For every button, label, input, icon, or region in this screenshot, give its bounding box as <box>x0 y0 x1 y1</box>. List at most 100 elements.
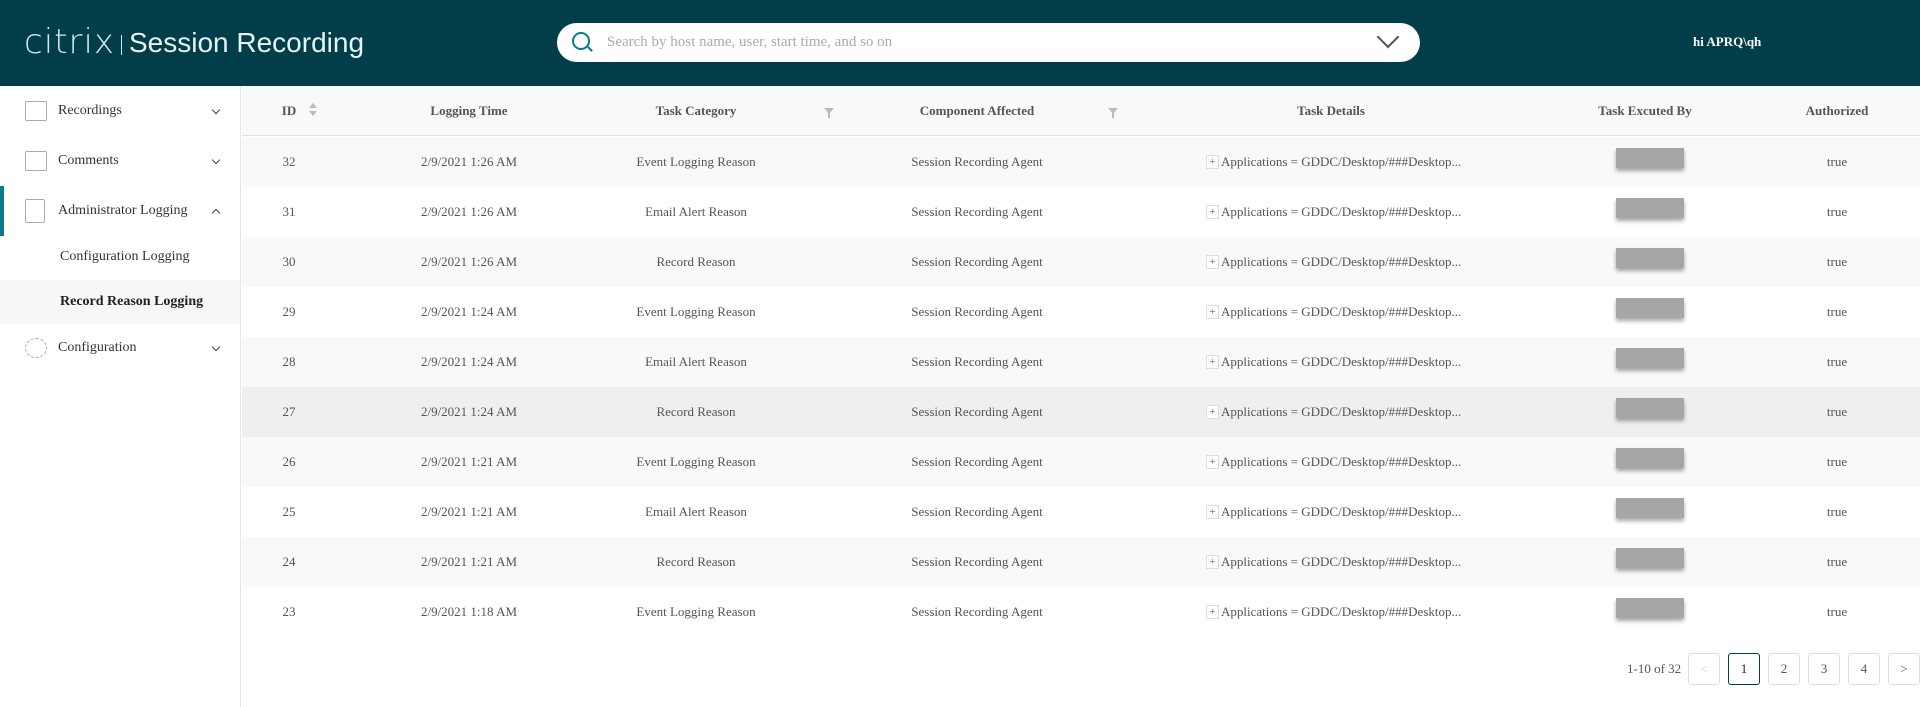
cell-authorized: true <box>1826 504 1848 519</box>
top-bar: citrix Session Recording hi APRQ\qh <box>0 0 1920 86</box>
user-greeting[interactable]: hi APRQ\qh <box>1693 34 1762 49</box>
sidebar-item-comments[interactable]: Comments <box>0 136 240 186</box>
sort-icon[interactable] <box>309 103 317 119</box>
prev-page-button[interactable]: < <box>1688 653 1720 685</box>
cell-component: Session Recording Agent <box>911 454 1043 469</box>
page-button[interactable]: 3 <box>1808 653 1840 685</box>
cell-logging-time: 2/9/2021 1:21 AM <box>420 504 518 519</box>
cell-authorized: true <box>1826 604 1848 619</box>
table-row[interactable]: 28 2/9/2021 1:24 AM Email Alert Reason Sess… <box>242 337 1920 387</box>
cell-task-details: + Applications = GDDC/Desktop/###Desktop.… <box>1206 604 1461 620</box>
cell-task-category: Record Reason <box>656 404 736 419</box>
task-details-text: Applications = GDDC/Desktop/###Desktop..… <box>1221 404 1462 419</box>
cell-task-details: + Applications = GDDC/Desktop/###Desktop.… <box>1206 504 1461 520</box>
sidebar-item-label: Recordings <box>58 103 122 118</box>
cell-task-details: + Applications = GDDC/Desktop/###Desktop.… <box>1206 254 1461 270</box>
search-icon[interactable] <box>572 32 590 50</box>
task-details-text: Applications = GDDC/Desktop/###Desktop..… <box>1221 254 1462 269</box>
cell-task-details: + Applications = GDDC/Desktop/###Desktop.… <box>1206 454 1461 470</box>
chevron-down-icon <box>211 105 221 114</box>
cell-authorized: true <box>1826 554 1848 569</box>
column-header-task-category: Task Category <box>655 102 737 118</box>
task-details-text: Applications = GDDC/Desktop/###Desktop..… <box>1221 454 1462 469</box>
task-details-text: Applications = GDDC/Desktop/###Desktop..… <box>1221 154 1462 169</box>
expand-icon[interactable]: + <box>1206 305 1219 319</box>
cell-component: Session Recording Agent <box>911 354 1043 369</box>
cell-logging-time: 2/9/2021 1:24 AM <box>420 354 518 369</box>
cell-id: 27 <box>282 404 296 419</box>
cell-logging-time: 2/9/2021 1:21 AM <box>420 454 518 469</box>
cell-task-category: Record Reason <box>656 254 736 269</box>
column-header-component-affected: Component Affected <box>919 102 1035 118</box>
table-header: ID Logging Time Task Category Component … <box>242 86 1920 136</box>
chevron-down-icon[interactable] <box>1376 25 1400 49</box>
cell-task-details: + Applications = GDDC/Desktop/###Desktop.… <box>1206 204 1461 220</box>
table-row[interactable]: 26 2/9/2021 1:21 AM Event Logging Reason Se… <box>242 437 1920 487</box>
table-row[interactable]: 31 2/9/2021 1:26 AM Email Alert Reason Sess… <box>242 187 1920 237</box>
cell-authorized: true <box>1826 154 1848 169</box>
cell-component: Session Recording Agent <box>911 154 1043 169</box>
filter-icon[interactable] <box>824 108 834 118</box>
page-button[interactable]: 2 <box>1768 653 1800 685</box>
expand-icon[interactable]: + <box>1206 255 1219 269</box>
cell-id: 31 <box>282 204 296 219</box>
cell-logging-time: 2/9/2021 1:24 AM <box>420 304 518 319</box>
table-row[interactable]: 25 2/9/2021 1:21 AM Email Alert Reason Sess… <box>242 487 1920 537</box>
cell-id: 25 <box>282 504 296 519</box>
divider <box>121 35 122 55</box>
cell-logging-time: 2/9/2021 1:26 AM <box>420 204 518 219</box>
sidebar-item-label: Configuration <box>58 340 137 355</box>
cell-logging-time: 2/9/2021 1:18 AM <box>420 604 518 619</box>
sidebar-item-label: Comments <box>58 153 119 168</box>
filter-icon[interactable] <box>1108 108 1118 118</box>
expand-icon[interactable]: + <box>1206 355 1219 369</box>
column-header-task-details: Task Details <box>1297 102 1365 118</box>
redacted-user <box>1616 598 1684 618</box>
cell-task-details: + Applications = GDDC/Desktop/###Desktop.… <box>1206 354 1461 370</box>
column-header-id[interactable]: ID <box>281 102 297 118</box>
app-title: Session Recording <box>129 27 365 58</box>
cell-id: 29 <box>282 304 296 319</box>
sidebar-item-recordings[interactable]: Recordings <box>0 86 240 136</box>
redacted-user <box>1616 548 1684 568</box>
sidebar-subitem-record-reason-logging[interactable]: Record Reason Logging <box>0 280 240 324</box>
cell-task-category: Record Reason <box>656 554 736 569</box>
play-icon <box>25 101 47 121</box>
table-row[interactable]: 24 2/9/2021 1:21 AM Record Reason Session R… <box>242 537 1920 587</box>
expand-icon[interactable]: + <box>1206 455 1219 469</box>
cell-task-category: Email Alert Reason <box>645 504 747 519</box>
expand-icon[interactable]: + <box>1206 605 1219 619</box>
redacted-user <box>1616 448 1684 468</box>
table-row[interactable]: 30 2/9/2021 1:26 AM Record Reason Session R… <box>242 237 1920 287</box>
redacted-user <box>1616 498 1684 518</box>
cell-task-category: Email Alert Reason <box>645 204 747 219</box>
table-row[interactable]: 32 2/9/2021 1:26 AM Event Logging Reason Se… <box>242 137 1920 187</box>
cell-task-details: + Applications = GDDC/Desktop/###Desktop.… <box>1206 154 1461 170</box>
table-row[interactable]: 27 2/9/2021 1:24 AM Record Reason Session R… <box>242 387 1920 437</box>
cell-component: Session Recording Agent <box>911 304 1043 319</box>
table-row[interactable]: 29 2/9/2021 1:24 AM Event Logging Reason Se… <box>242 287 1920 337</box>
page-button[interactable]: 4 <box>1848 653 1880 685</box>
page-button[interactable]: 1 <box>1728 653 1760 685</box>
sidebar-item-configuration[interactable]: Configuration <box>0 323 240 373</box>
expand-icon[interactable]: + <box>1206 155 1219 169</box>
search-input[interactable] <box>607 31 1337 53</box>
chevron-down-icon <box>211 155 221 164</box>
next-page-button[interactable]: > <box>1888 653 1920 685</box>
cell-task-details: + Applications = GDDC/Desktop/###Desktop.… <box>1206 554 1461 570</box>
task-details-text: Applications = GDDC/Desktop/###Desktop..… <box>1221 354 1462 369</box>
chevron-up-icon <box>211 208 221 217</box>
sidebar-subitem-configuration-logging[interactable]: Configuration Logging <box>60 249 190 264</box>
cell-task-category: Event Logging Reason <box>636 304 756 319</box>
cell-task-details: + Applications = GDDC/Desktop/###Desktop.… <box>1206 304 1461 320</box>
expand-icon[interactable]: + <box>1206 555 1219 569</box>
expand-icon[interactable]: + <box>1206 505 1219 519</box>
redacted-user <box>1616 148 1684 168</box>
table-row[interactable]: 23 2/9/2021 1:18 AM Event Logging Reason Se… <box>242 587 1920 637</box>
column-header-task-executed-by: Task Excuted By <box>1598 102 1692 118</box>
expand-icon[interactable]: + <box>1206 205 1219 219</box>
column-header-authorized: Authorized <box>1805 102 1869 118</box>
expand-icon[interactable]: + <box>1206 405 1219 419</box>
cell-task-category: Event Logging Reason <box>636 604 756 619</box>
sidebar-item-administrator-logging[interactable]: Administrator Logging <box>0 186 240 236</box>
